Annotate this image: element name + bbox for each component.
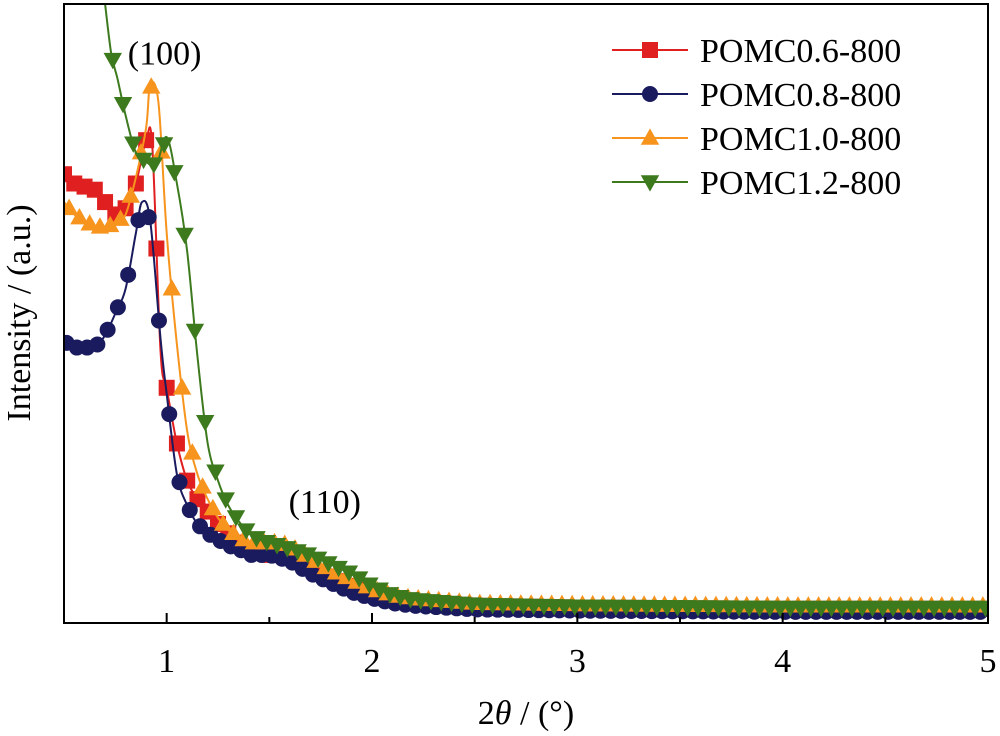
series-POMC1.2-800 [103,4,988,618]
data-point [144,157,164,174]
data-point [109,299,126,316]
legend-label: POMC1.0-800 [700,121,901,158]
data-point [64,198,79,216]
data-point [319,556,338,573]
data-point [103,52,122,70]
data-point [89,336,106,353]
x-axis-title: 2θ / (°) [478,695,574,731]
data-point [171,474,188,491]
data-point [206,464,225,481]
legend-label: POMC0.8-800 [700,77,901,114]
peak-annotation: (110) [289,484,361,521]
data-point [976,600,988,618]
data-point [216,492,235,509]
data-point [165,165,184,182]
x-tick-label: 5 [980,643,997,680]
data-point [150,312,167,329]
data-point [142,77,161,94]
data-point [349,571,369,588]
x-tick-label: 4 [774,643,791,680]
data-point [127,175,144,192]
legend-marker [642,86,658,102]
data-point [172,378,192,395]
data-point [99,321,116,338]
data-point [308,551,328,568]
data-point [80,214,99,231]
data-point [360,577,379,594]
data-point [329,560,348,578]
data-point [370,582,389,599]
data-point [213,514,233,531]
data-point [237,523,256,540]
series-POMC0.8-800 [64,199,988,620]
y-axis-title: Intensity / (a.u.) [1,204,38,421]
data-point [298,547,318,564]
data-point [86,181,103,198]
data-point [339,565,359,582]
data-point [101,215,120,233]
data-point [226,510,246,527]
x-tick-label: 1 [158,643,175,680]
data-point [175,227,194,245]
x-tick-label: 3 [569,643,586,680]
data-point [111,209,130,226]
data-point [140,209,157,226]
data-point [154,137,174,154]
data-point [148,240,165,257]
data-point [195,415,215,432]
legend-label: POMC1.2-800 [700,165,901,202]
data-point [138,132,155,149]
x-tick-label: 2 [364,643,381,680]
data-point [193,477,212,494]
data-point [181,502,198,519]
data-point [185,323,205,341]
data-point [64,166,72,183]
data-point [134,152,153,170]
legend-label: POMC0.6-800 [700,33,901,70]
data-point [113,97,133,114]
peak-annotation: (100) [128,36,202,73]
data-point [121,186,140,203]
legend-marker [642,42,658,58]
legend-marker [640,175,660,192]
data-point [234,529,253,547]
legend-marker [640,128,660,145]
data-point [203,498,223,516]
data-point [70,207,89,225]
data-point [120,266,137,283]
data-point [183,443,202,460]
data-point [161,406,178,423]
plot-frame [63,3,989,624]
data-point [224,523,243,541]
data-point [124,136,143,153]
data-point [162,279,181,296]
legend: POMC0.6-800 POMC0.8-800 POMC1.0-800 POMC1.2… [612,33,901,202]
data-point [97,194,114,211]
